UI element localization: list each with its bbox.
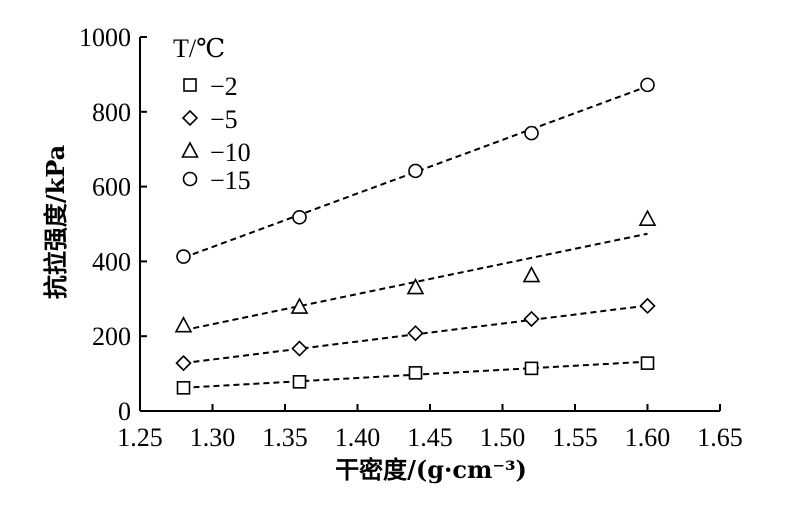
y-tick-label: 200 (92, 322, 131, 351)
legend-marker-diamond (181, 109, 199, 127)
data-point-triangle (522, 265, 541, 283)
legend-title: T/℃ (173, 34, 225, 63)
y-tick-label: 800 (92, 98, 131, 127)
legend-label: −10 (210, 138, 251, 167)
x-tick-label: 1.40 (335, 423, 381, 452)
legend-label: −2 (210, 72, 238, 101)
data-point-circle (292, 209, 307, 225)
data-point-diamond (175, 354, 192, 372)
y-tick-label: 400 (92, 247, 131, 276)
fit-line-circle (183, 85, 648, 259)
y-tick-label: 600 (92, 173, 131, 202)
data-point-diamond (523, 310, 540, 328)
x-tick-label: 1.55 (552, 423, 598, 452)
y-tick-label: 1000 (79, 23, 131, 52)
legend-marker-square (183, 78, 197, 92)
data-point-square (524, 361, 539, 376)
data-point-circle (640, 77, 655, 93)
data-point-triangle (406, 277, 425, 295)
data-point-diamond (407, 325, 424, 342)
data-point-diamond (639, 297, 656, 315)
data-point-square (408, 366, 423, 380)
data-point-square (176, 381, 191, 395)
legend: T/℃ −2 −5 −10−15 (173, 34, 251, 195)
legend-marker-circle (182, 171, 198, 187)
x-tick-label: 1.45 (407, 423, 453, 452)
data-point-triangle (638, 209, 657, 226)
data-point-diamond (291, 340, 308, 357)
fit-lines (183, 85, 648, 389)
x-tick-label: 1.25 (117, 423, 163, 452)
x-tick-label: 1.65 (697, 423, 743, 452)
fit-line-triangle (183, 232, 648, 332)
data-point-circle (524, 125, 539, 141)
data-point-square (640, 356, 655, 370)
x-tick-label: 1.50 (480, 423, 526, 452)
y-axis-label: 抗拉强度/kPa (41, 145, 70, 299)
legend-marker-triangle (181, 141, 199, 158)
data-point-triangle (174, 316, 193, 333)
y-axis: 0 200 400 600 800 1000 (79, 23, 147, 426)
data-point-square (292, 375, 307, 389)
data-point-circle (176, 249, 191, 264)
x-tick-label: 1.35 (262, 423, 308, 452)
data-point-triangle (290, 297, 309, 314)
data-points (174, 77, 657, 395)
data-point-circle (408, 163, 423, 179)
legend-label: −5 (210, 105, 238, 134)
legend-label: −15 (210, 166, 251, 195)
x-axis-label: 干密度/(g·cm⁻³) (335, 455, 527, 484)
x-tick-label: 1.30 (190, 423, 236, 452)
x-tick-label: 1.60 (625, 423, 671, 452)
y-tick-label: 0 (118, 397, 131, 426)
x-axis: 1.25 1.30 1.35 1.40 1.45 1.50 1.55 1.60 1.65 (117, 404, 743, 452)
